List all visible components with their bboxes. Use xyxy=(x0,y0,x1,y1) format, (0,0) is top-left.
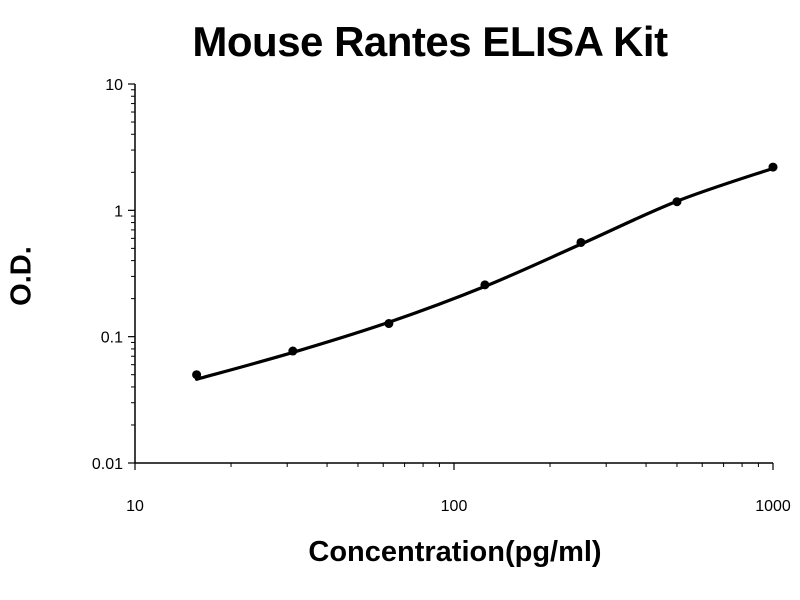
y-tick-label: 0.01 xyxy=(92,456,123,473)
data-point xyxy=(192,370,202,380)
x-tick-label: 1000 xyxy=(755,498,791,515)
y-axis-label: O.D. xyxy=(5,246,38,306)
data-point xyxy=(288,346,298,356)
data-point xyxy=(576,237,586,247)
data-point xyxy=(672,197,682,207)
data-point xyxy=(768,162,778,172)
axes xyxy=(134,84,773,464)
y-tick-label: 1 xyxy=(114,203,123,220)
points-layer xyxy=(192,162,778,380)
fit-curve-line xyxy=(195,166,775,381)
y-tick-label: 10 xyxy=(105,77,123,94)
x-tick-label: 100 xyxy=(441,498,468,515)
chart-title: Mouse Rantes ELISA Kit xyxy=(192,18,668,65)
data-point xyxy=(384,319,394,329)
data-point xyxy=(480,280,490,290)
curve-layer xyxy=(195,166,775,381)
x-tick-label: 10 xyxy=(126,498,144,515)
y-tick-label: 0.1 xyxy=(101,330,123,347)
x-axis-label: Concentration(pg/ml) xyxy=(308,536,602,568)
ticks xyxy=(128,83,774,470)
tick-labels: 0.01 0.1 1 10 10 100 1000 xyxy=(92,77,791,515)
